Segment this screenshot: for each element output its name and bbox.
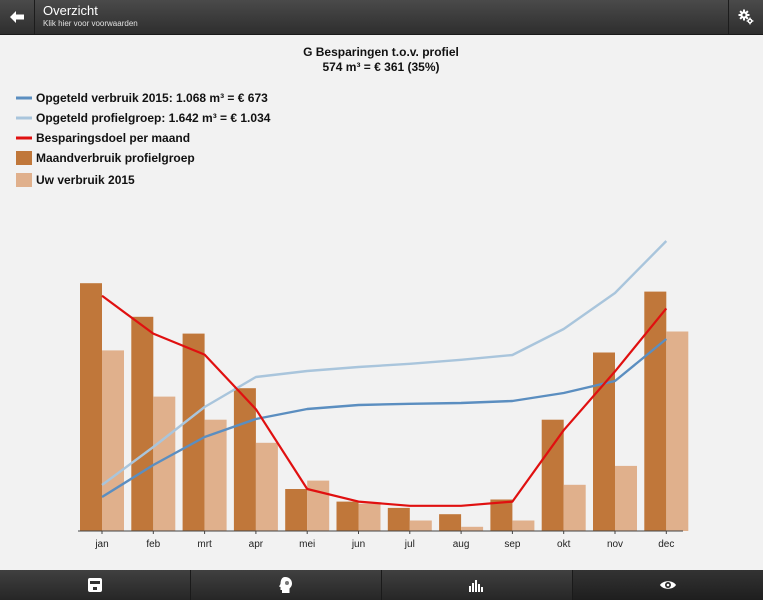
x-tick-label: nov xyxy=(607,539,623,550)
chart-title: G Besparingen t.o.v. profiel xyxy=(303,45,459,59)
bar xyxy=(307,480,330,531)
bar xyxy=(563,484,586,531)
bar xyxy=(387,507,410,531)
legend-label: Besparingsdoel per maand xyxy=(36,131,190,145)
bar xyxy=(512,520,535,531)
top-bar: Overzicht Klik hier voor voorwaarden xyxy=(0,0,763,35)
legend-label: Uw verbruik 2015 xyxy=(36,173,135,187)
x-tick-label: aug xyxy=(453,539,470,550)
legend-item: Opgeteld profielgroep: 1.642 m³ = € 1.03… xyxy=(16,111,271,125)
bottom-tab-bar xyxy=(0,570,763,600)
legend-swatch xyxy=(16,151,32,165)
legend-item: Maandverbruik profielgroep xyxy=(16,151,195,165)
settings-button[interactable] xyxy=(728,0,763,34)
eye-icon xyxy=(660,581,676,589)
x-tick-label: sep xyxy=(504,539,521,550)
series-line xyxy=(101,294,668,507)
tab-profile[interactable] xyxy=(191,570,382,600)
x-tick-label: jul xyxy=(404,539,415,550)
legend-swatch xyxy=(16,173,32,187)
back-button[interactable] xyxy=(0,0,35,34)
x-tick-label: dec xyxy=(658,539,674,550)
bar xyxy=(541,419,564,531)
legend-label: Opgeteld profielgroep: 1.642 m³ = € 1.03… xyxy=(36,111,271,125)
legend-label: Opgeteld verbruik 2015: 1.068 m³ = € 673 xyxy=(36,91,268,105)
x-tick-label: feb xyxy=(146,539,160,550)
header-titles[interactable]: Overzicht Klik hier voor voorwaarden xyxy=(43,3,138,29)
bar xyxy=(358,503,381,531)
series-line xyxy=(101,338,668,499)
bar xyxy=(666,331,689,531)
series-line xyxy=(101,240,668,486)
x-tick-label: mei xyxy=(299,539,315,550)
gears-icon xyxy=(738,9,754,25)
bar xyxy=(80,283,102,531)
bar xyxy=(233,388,256,531)
chart-subtitle: 574 m³ = € 361 (35%) xyxy=(322,60,439,74)
legend-item: Besparingsdoel per maand xyxy=(16,131,190,145)
chart-lines xyxy=(101,240,668,507)
bar xyxy=(439,514,462,531)
bar xyxy=(490,499,513,531)
arrow-left-icon xyxy=(10,11,24,23)
bar xyxy=(153,396,176,531)
bar xyxy=(255,442,278,531)
x-tick-labels: jan feb mrt apr mei jun jul aug sep okt nov dec xyxy=(94,531,674,550)
bar xyxy=(644,291,667,531)
tab-charts[interactable] xyxy=(382,570,573,600)
chart-legend: Opgeteld verbruik 2015: 1.068 m³ = € 673… xyxy=(16,91,271,187)
terms-link[interactable]: Klik hier voor voorwaarden xyxy=(43,19,138,28)
legend-item: Uw verbruik 2015 xyxy=(16,173,135,187)
chart-bars xyxy=(80,283,689,531)
meter-icon xyxy=(88,578,102,592)
bar xyxy=(336,501,359,531)
bar-chart-icon xyxy=(469,580,483,592)
x-tick-label: jan xyxy=(94,539,108,550)
x-tick-label: okt xyxy=(557,539,571,550)
bar xyxy=(285,489,308,531)
bar xyxy=(102,350,124,531)
profile-head-icon xyxy=(279,577,292,593)
tab-overview[interactable] xyxy=(573,570,763,600)
bar xyxy=(409,520,432,531)
bar xyxy=(593,352,615,531)
x-tick-label: jun xyxy=(351,539,365,550)
page-title: Overzicht xyxy=(43,3,98,18)
legend-item: Opgeteld verbruik 2015: 1.068 m³ = € 673 xyxy=(16,91,268,105)
legend-label: Maandverbruik profielgroep xyxy=(36,151,195,165)
bar xyxy=(131,316,154,531)
savings-chart: G Besparingen t.o.v. profiel 574 m³ = € … xyxy=(16,45,689,550)
x-tick-label: mrt xyxy=(197,539,212,550)
bar xyxy=(615,465,637,531)
tab-meter[interactable] xyxy=(0,570,191,600)
bar xyxy=(461,526,484,531)
x-tick-label: apr xyxy=(249,539,264,550)
bar xyxy=(182,333,205,531)
bar xyxy=(204,419,227,531)
